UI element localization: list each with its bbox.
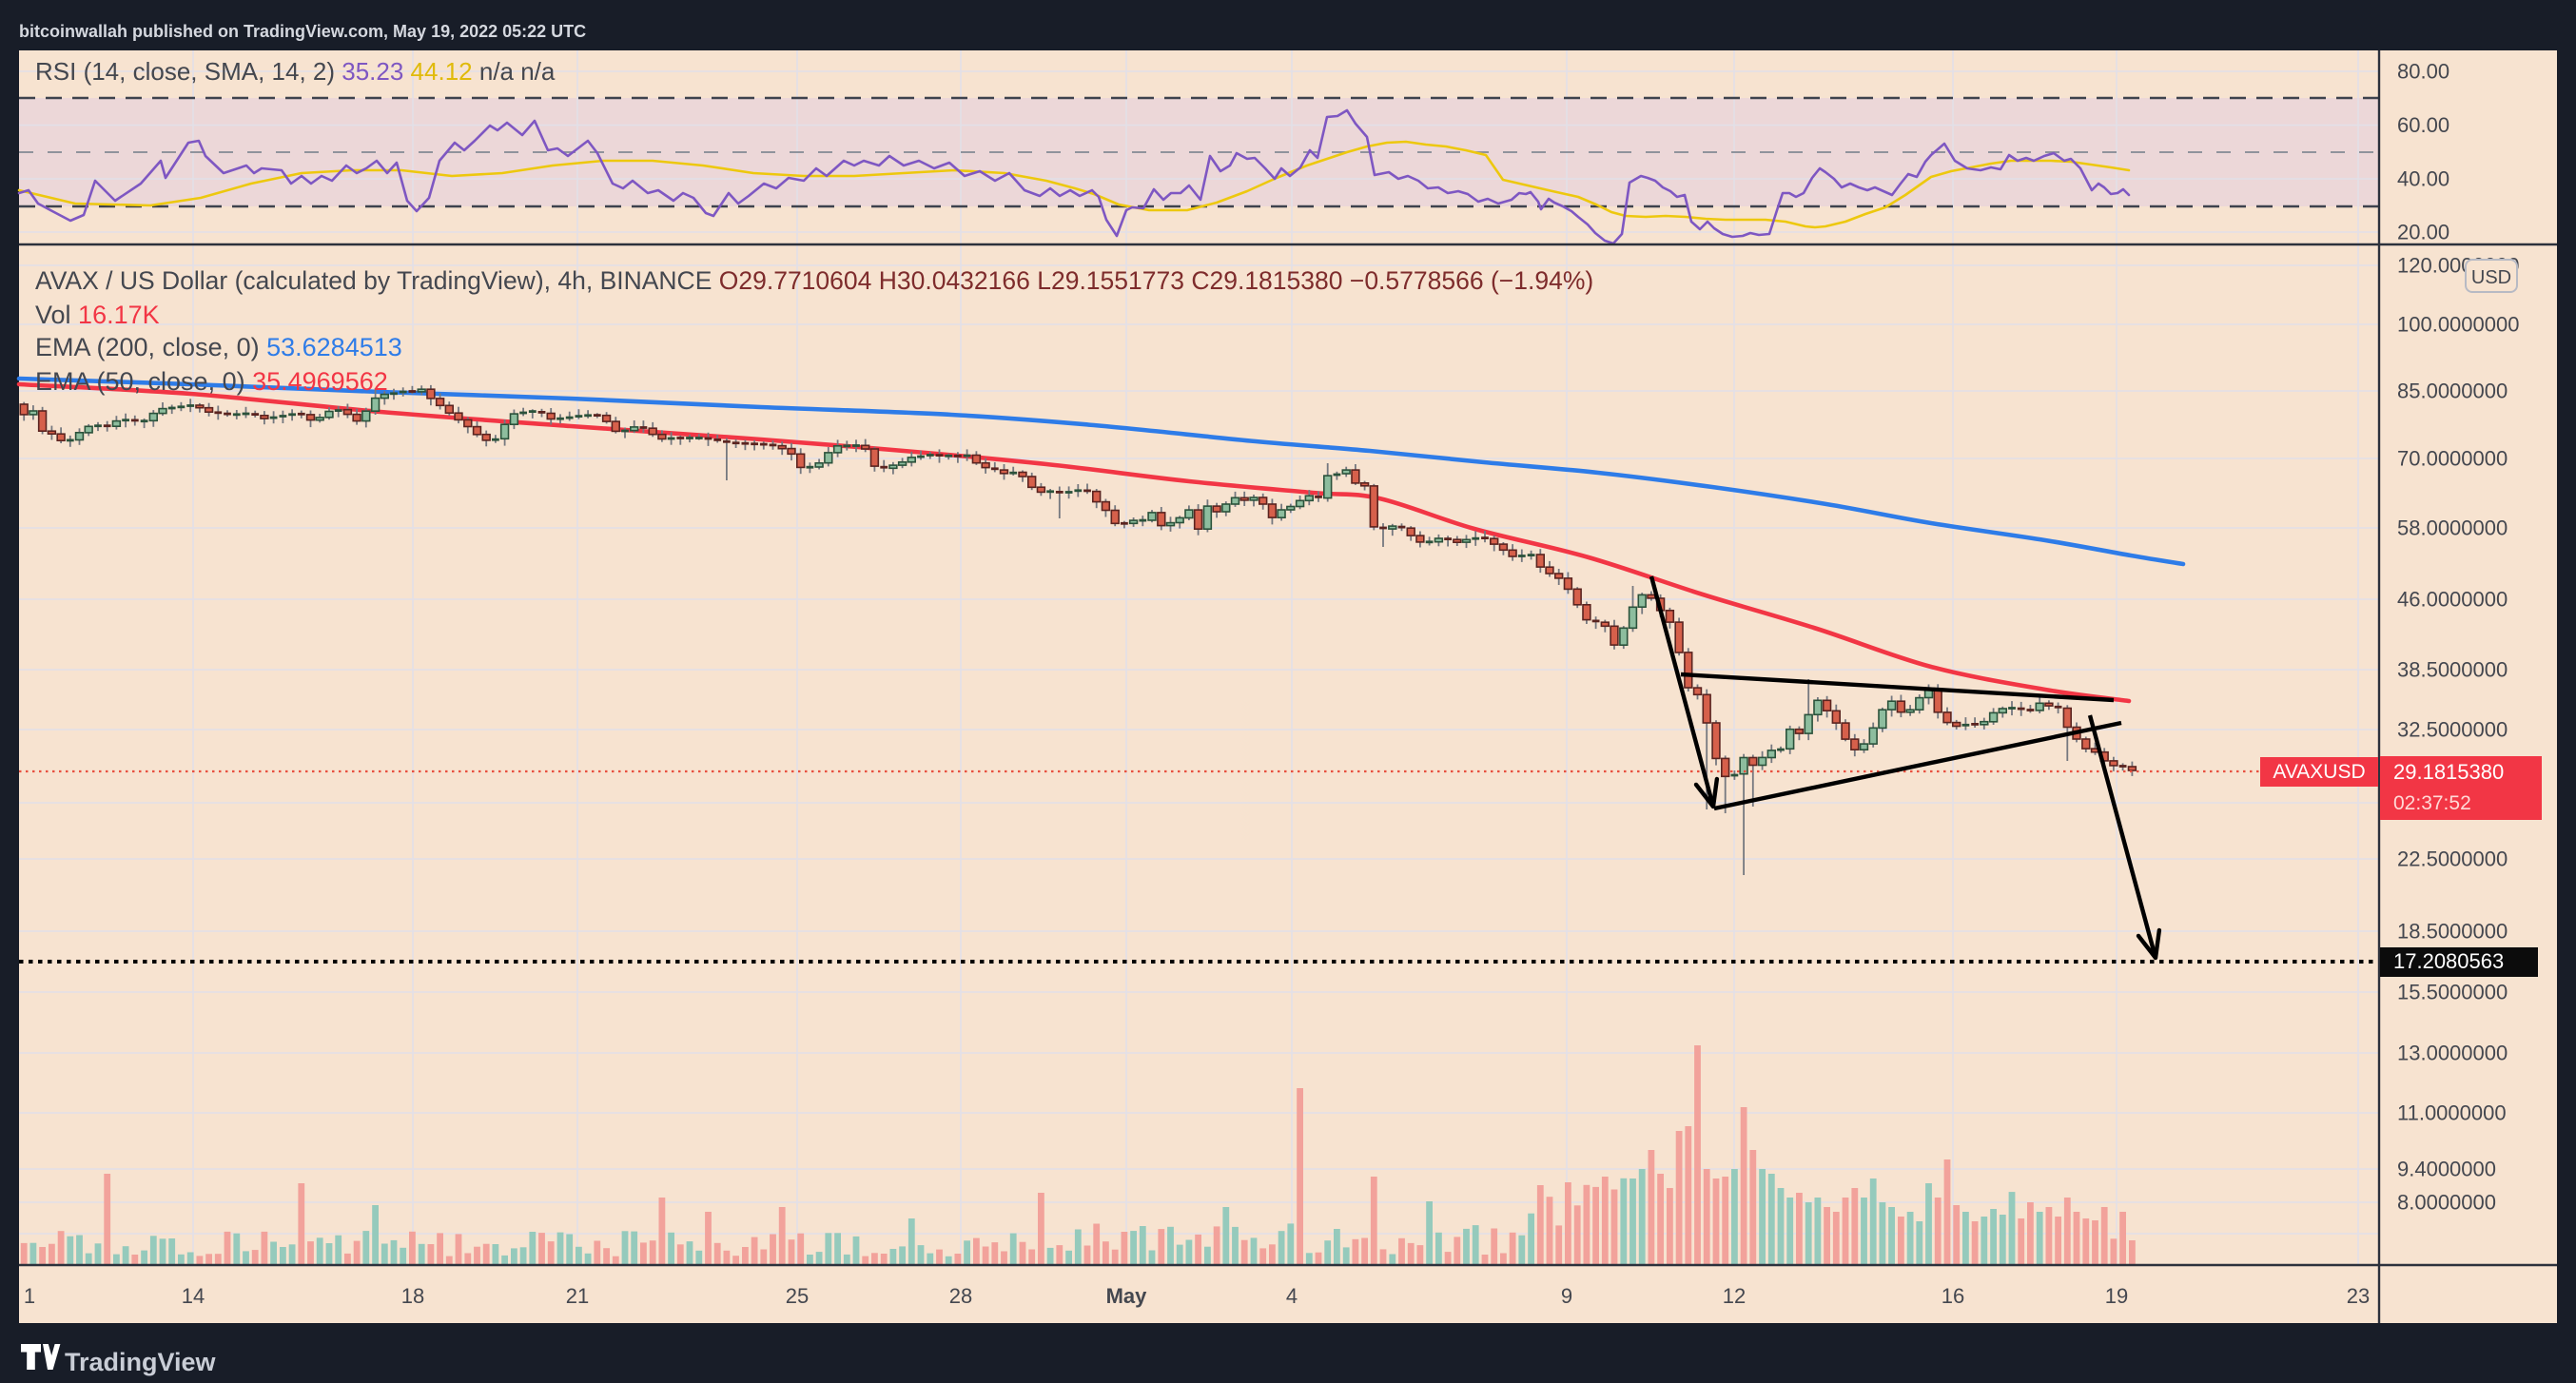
- svg-text:18.5000000: 18.5000000: [2397, 920, 2508, 944]
- svg-text:Vol 16.17K: Vol 16.17K: [35, 301, 160, 329]
- svg-text:RSI (14, close, SMA, 14, 2) 35: RSI (14, close, SMA, 14, 2) 35.23 44.12 …: [35, 57, 556, 86]
- svg-text:02:37:52: 02:37:52: [2393, 792, 2471, 814]
- svg-text:29.1815380: 29.1815380: [2393, 760, 2504, 784]
- svg-text:4: 4: [1286, 1284, 1298, 1308]
- svg-text:25: 25: [786, 1284, 809, 1308]
- svg-text:May: May: [1106, 1284, 1148, 1308]
- svg-text:12: 12: [1723, 1284, 1746, 1308]
- svg-text:bitcoinwallah published on Tra: bitcoinwallah published on TradingView.c…: [19, 22, 586, 41]
- svg-text:TradingView: TradingView: [65, 1348, 217, 1376]
- svg-text:38.5000000: 38.5000000: [2397, 658, 2508, 682]
- svg-text:22.5000000: 22.5000000: [2397, 847, 2508, 871]
- svg-text:46.0000000: 46.0000000: [2397, 588, 2508, 612]
- svg-text:8.0000000: 8.0000000: [2397, 1191, 2496, 1215]
- svg-text:16: 16: [1942, 1284, 1964, 1308]
- svg-text:20.00: 20.00: [2397, 221, 2449, 244]
- svg-text:14: 14: [182, 1284, 205, 1308]
- svg-text:70.0000000: 70.0000000: [2397, 447, 2508, 471]
- svg-text:100.0000000: 100.0000000: [2397, 313, 2519, 337]
- svg-text:40.00: 40.00: [2397, 167, 2449, 191]
- svg-text:AVAXUSD: AVAXUSD: [2273, 761, 2365, 783]
- svg-text:60.00: 60.00: [2397, 113, 2449, 137]
- svg-text:18: 18: [401, 1284, 424, 1308]
- svg-text:13.0000000: 13.0000000: [2397, 1042, 2508, 1065]
- svg-text:23: 23: [2347, 1284, 2370, 1308]
- svg-text:15.5000000: 15.5000000: [2397, 981, 2508, 1004]
- svg-text:28: 28: [949, 1284, 972, 1308]
- svg-text:EMA (200, close, 0) 53.6284513: EMA (200, close, 0) 53.6284513: [35, 333, 402, 361]
- svg-text:32.5000000: 32.5000000: [2397, 718, 2508, 742]
- svg-text:9.4000000: 9.4000000: [2397, 1158, 2496, 1181]
- svg-text:USD: USD: [2471, 267, 2511, 288]
- svg-text:58.0000000: 58.0000000: [2397, 516, 2508, 540]
- svg-text:11.0000000: 11.0000000: [2397, 1101, 2507, 1125]
- svg-text:1: 1: [24, 1284, 35, 1308]
- svg-text:17.2080563: 17.2080563: [2393, 949, 2504, 973]
- svg-text:21: 21: [566, 1284, 589, 1308]
- svg-text:80.00: 80.00: [2397, 60, 2449, 84]
- svg-text:85.0000000: 85.0000000: [2397, 380, 2508, 403]
- svg-text:AVAX / US Dollar (calculated b: AVAX / US Dollar (calculated by TradingV…: [35, 266, 1593, 295]
- svg-text:19: 19: [2105, 1284, 2128, 1308]
- svg-text:9: 9: [1561, 1284, 1572, 1308]
- svg-text:EMA (50, close, 0) 35.4969562: EMA (50, close, 0) 35.4969562: [35, 367, 388, 396]
